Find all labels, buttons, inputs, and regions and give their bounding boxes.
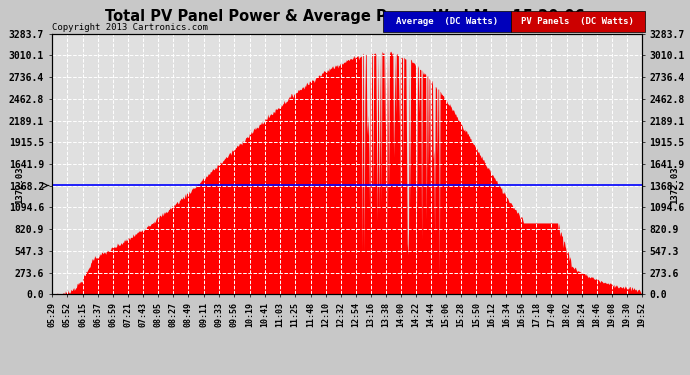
Text: 1372.03: 1372.03	[14, 166, 23, 204]
Text: 1372.03: 1372.03	[670, 166, 679, 204]
Text: Copyright 2013 Cartronics.com: Copyright 2013 Cartronics.com	[52, 22, 208, 32]
Text: PV Panels  (DC Watts): PV Panels (DC Watts)	[522, 17, 634, 26]
Text: Average  (DC Watts): Average (DC Watts)	[395, 17, 498, 26]
Text: Total PV Panel Power & Average Power Wed May 15 20:06: Total PV Panel Power & Average Power Wed…	[105, 9, 585, 24]
